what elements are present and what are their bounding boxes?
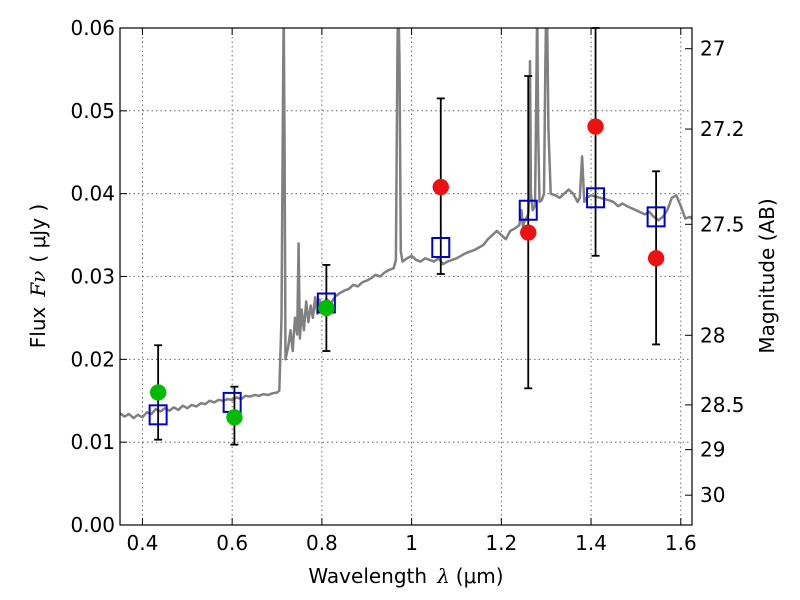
magnitude-tick-label: 27 [700,37,725,61]
error-bar-layer [154,27,661,446]
observation-circle-layer [149,118,665,426]
green-detection-point [226,409,243,426]
x-tick-label: 1.2 [485,531,517,555]
model-square-marker [148,404,168,426]
y-axis-label: FluxFν( μJy ) [26,204,50,348]
model-square-marker [586,187,606,209]
y-tick-label: 0.01 [70,430,115,454]
x-tick-label: 1.4 [575,531,607,555]
red-observation-point [647,250,665,267]
model-square-marker [518,199,538,221]
y2-axis-label: Magnitude (AB) [755,198,779,353]
x-tick-label: 0.4 [127,531,159,555]
y-tick-label: 0.02 [70,347,115,371]
y-tick-label: 0.04 [70,182,115,206]
x-tick-label: 1.6 [665,531,697,555]
model-square-marker [431,237,451,259]
red-observation-point [587,118,604,135]
y-tick-label: 0.00 [70,513,115,537]
red-observation-point [432,178,450,196]
green-detection-point [149,384,167,401]
magnitude-tick-label: 27.2 [700,117,745,141]
error-bar [591,27,600,257]
magnitude-tick-label: 28.5 [700,393,745,417]
green-detection-point [318,299,335,317]
spectrum-line [120,28,692,420]
magnitude-tick-label: 28 [700,323,725,347]
y-tick-label: 0.03 [70,265,115,289]
red-observation-point [520,224,537,241]
magnitude-tick-label: 29 [700,438,725,462]
spectrum-line-layer [120,28,692,420]
axis-ticks: 0.4 0.6 0.8 1 1.2 1.4 1.6 0.00 0.01 0.02 0.03 0.04 0… [70,16,744,555]
x-tick-label: 0.8 [306,531,338,555]
magnitude-tick-label: 27.5 [700,212,745,236]
model-square-marker [646,206,666,228]
model-square-layer [148,187,666,426]
magnitude-tick-label: 30 [700,483,725,507]
x-axis-label: Wavelength λ (μm) [308,564,503,588]
grid [120,27,692,526]
y-tick-label: 0.06 [70,16,115,40]
x-tick-label: 0.6 [216,531,248,555]
x-tick-label: 1 [405,531,418,555]
y-tick-label: 0.05 [70,99,115,123]
